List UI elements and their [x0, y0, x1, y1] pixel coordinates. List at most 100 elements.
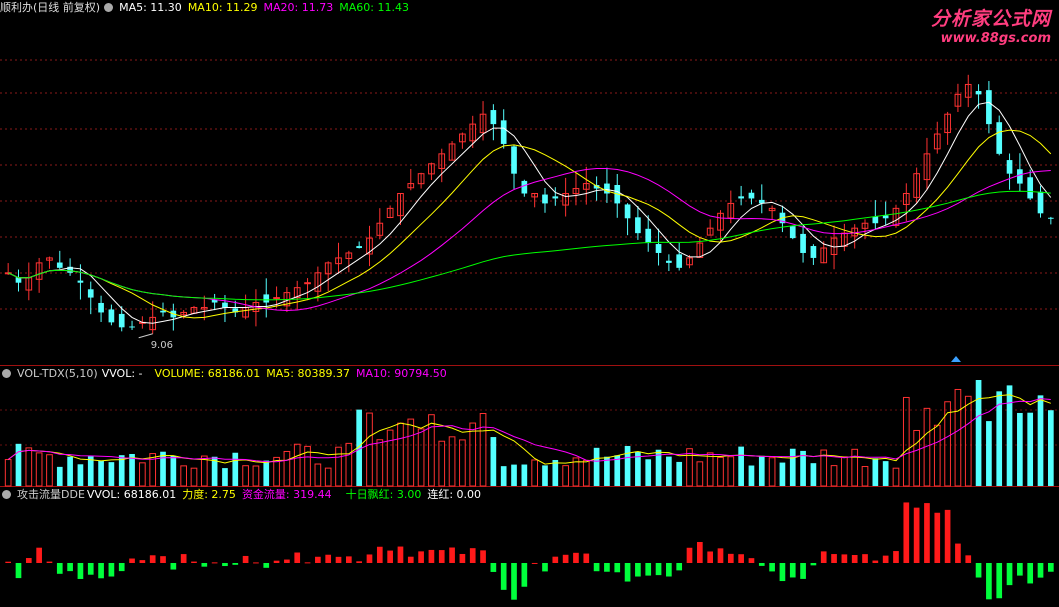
dde-bar	[449, 547, 455, 563]
dde-bar	[655, 563, 662, 576]
shiri-label: 十日飘红: 3.00	[345, 488, 422, 501]
candle-body	[686, 257, 693, 266]
candle-body	[376, 222, 384, 236]
dde-bar	[975, 563, 982, 578]
dde-bar	[211, 562, 218, 564]
volume-bar	[376, 439, 384, 487]
dde-bar	[666, 563, 672, 577]
candle-body	[996, 122, 1003, 154]
volume-bar	[108, 462, 115, 486]
dde-bar	[490, 563, 497, 572]
candle-body	[15, 277, 22, 283]
volume-bar	[511, 464, 517, 486]
dde-bar	[67, 563, 73, 572]
candle-body	[604, 183, 610, 194]
candle-body	[417, 173, 425, 185]
candle-body	[335, 257, 342, 265]
volume-bar	[252, 465, 260, 487]
candle-body	[35, 262, 43, 280]
candle-body	[552, 196, 559, 199]
volume-bar	[521, 464, 528, 486]
dde-bar	[893, 551, 899, 563]
volume-bar	[263, 460, 270, 486]
candle-body	[356, 246, 363, 249]
volume-bar	[56, 466, 63, 486]
volume-bar	[614, 455, 621, 486]
candle-body	[200, 306, 208, 310]
dde-bar	[418, 551, 424, 563]
dde-bar	[108, 563, 115, 577]
vvol-label: VVOL: -	[101, 367, 143, 380]
candle-body	[892, 207, 900, 226]
candle-body	[738, 196, 744, 199]
volume-bar	[902, 396, 910, 487]
candle-body	[77, 280, 84, 283]
dde-bar	[1006, 563, 1013, 586]
candle-body	[67, 266, 73, 273]
dde-bar	[263, 563, 270, 568]
vol-panel-header: VOL-TDX(5,10) VVOL: - VOLUME: 68186.01 MA5:…	[0, 366, 453, 382]
dde-bar	[944, 509, 951, 563]
dde-bar	[191, 561, 197, 563]
volume-bar	[655, 449, 662, 486]
volume-bar	[696, 461, 704, 487]
volume-bar	[200, 455, 208, 487]
vol-ma5-label: MA5: 80389.37	[266, 367, 350, 380]
dde-bar	[459, 553, 466, 563]
candle-body	[1047, 217, 1054, 219]
dde-bar	[552, 556, 559, 563]
dde-bar	[284, 559, 290, 563]
volume-bar	[635, 451, 641, 486]
dde-bar	[511, 563, 517, 600]
dde-bar	[1047, 563, 1054, 572]
candle-body	[521, 180, 528, 194]
settings-dot-icon[interactable]	[104, 3, 114, 12]
ma5-label: MA5: 11.30	[119, 1, 182, 14]
volume-bar	[882, 461, 889, 486]
dde-bar	[77, 563, 84, 579]
volume-bar	[149, 453, 157, 487]
dde-bar	[201, 563, 208, 567]
dde-bar	[25, 558, 32, 563]
volume-bar	[139, 462, 146, 487]
candle-body	[222, 302, 228, 308]
dde-bar	[56, 563, 63, 574]
candle-body	[263, 294, 270, 303]
volume-bar	[758, 455, 765, 486]
candle-body	[645, 228, 652, 244]
dde-bar	[180, 554, 187, 563]
settings-dot-icon[interactable]	[2, 369, 11, 378]
candle-body	[293, 287, 301, 299]
volume-bar	[170, 455, 177, 486]
dde-bar	[913, 507, 920, 563]
candle-body	[872, 216, 879, 224]
ma60-line	[7, 190, 1051, 301]
volume-bar	[448, 436, 456, 487]
volume-bar	[1017, 412, 1023, 486]
ma10-line	[7, 129, 1052, 319]
volume-bar	[748, 465, 755, 486]
volume-bar	[820, 449, 828, 487]
volume-bar	[593, 447, 600, 486]
volume-bar	[469, 422, 477, 487]
dde-bar	[46, 561, 53, 563]
volume-bar	[964, 395, 972, 487]
dde-bar	[428, 549, 435, 563]
dde-bar	[955, 543, 961, 563]
volume-bar	[624, 445, 631, 486]
volume-bar	[4, 459, 12, 487]
dde-bar	[758, 563, 765, 566]
ma20-label: MA20: 11.73	[263, 1, 334, 14]
candle-body	[593, 185, 600, 189]
dde-bar	[376, 546, 383, 563]
volume-bar	[118, 455, 125, 486]
volume-bar	[562, 465, 569, 487]
volume-bar	[345, 442, 353, 487]
dde-bar	[15, 563, 22, 579]
volume-bar	[717, 456, 724, 487]
dde-bar	[934, 512, 941, 563]
volume-bar	[861, 466, 869, 487]
settings-dot-icon[interactable]	[2, 490, 11, 499]
volume-bar	[582, 459, 590, 487]
